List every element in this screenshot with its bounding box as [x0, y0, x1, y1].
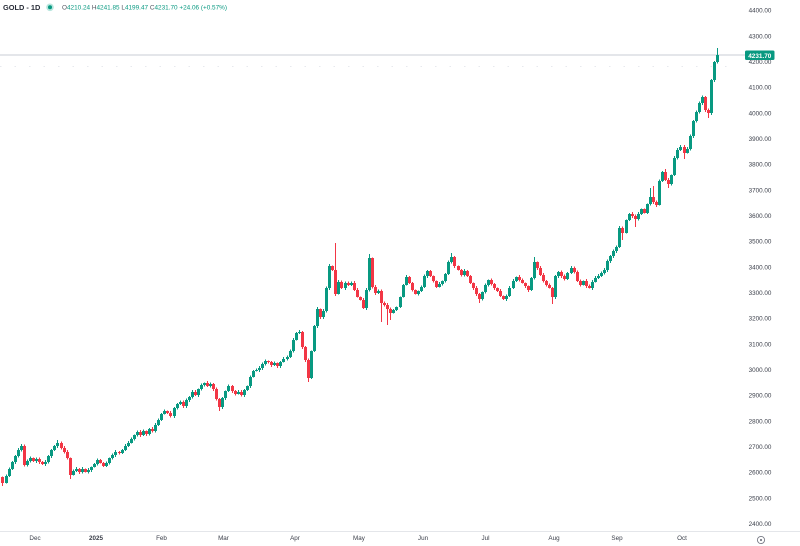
svg-text:Sep: Sep — [611, 535, 623, 542]
svg-text:4231.70: 4231.70 — [748, 53, 772, 60]
svg-text:Mar: Mar — [218, 535, 229, 542]
svg-text:3700.00: 3700.00 — [749, 187, 772, 194]
svg-text:2400.00: 2400.00 — [749, 521, 772, 528]
svg-text:3500.00: 3500.00 — [749, 239, 772, 246]
svg-text:4400.00: 4400.00 — [749, 8, 772, 15]
svg-text:May: May — [353, 535, 366, 542]
svg-text:3300.00: 3300.00 — [749, 290, 772, 297]
svg-text:Apr: Apr — [290, 535, 300, 542]
svg-text:Jun: Jun — [418, 535, 429, 542]
svg-text:2700.00: 2700.00 — [749, 444, 772, 451]
svg-text:2900.00: 2900.00 — [749, 393, 772, 400]
svg-text:2025: 2025 — [89, 535, 104, 542]
svg-text:3200.00: 3200.00 — [749, 316, 772, 323]
svg-text:Dec: Dec — [29, 535, 40, 542]
svg-text:2800.00: 2800.00 — [749, 418, 772, 425]
svg-text:4000.00: 4000.00 — [749, 110, 772, 117]
svg-text:Aug: Aug — [548, 535, 560, 542]
svg-text:4300.00: 4300.00 — [749, 33, 772, 40]
svg-text:4100.00: 4100.00 — [749, 85, 772, 92]
svg-text:3000.00: 3000.00 — [749, 367, 772, 374]
svg-text:3600.00: 3600.00 — [749, 213, 772, 220]
svg-text:Jul: Jul — [481, 535, 489, 542]
svg-text:3900.00: 3900.00 — [749, 136, 772, 143]
svg-text:O4210.24 H4241.85 L4199.47 C42: O4210.24 H4241.85 L4199.47 C4231.70 +24.… — [62, 5, 227, 12]
svg-text:3800.00: 3800.00 — [749, 162, 772, 169]
svg-text:2500.00: 2500.00 — [749, 495, 772, 502]
svg-text:3400.00: 3400.00 — [749, 264, 772, 271]
svg-text:4200.00: 4200.00 — [749, 59, 772, 66]
svg-text:Feb: Feb — [156, 535, 167, 542]
svg-text:2600.00: 2600.00 — [749, 470, 772, 477]
svg-text:Oct: Oct — [677, 535, 687, 542]
svg-text:3100.00: 3100.00 — [749, 341, 772, 348]
svg-text:GOLD - 1D: GOLD - 1D — [3, 3, 41, 12]
